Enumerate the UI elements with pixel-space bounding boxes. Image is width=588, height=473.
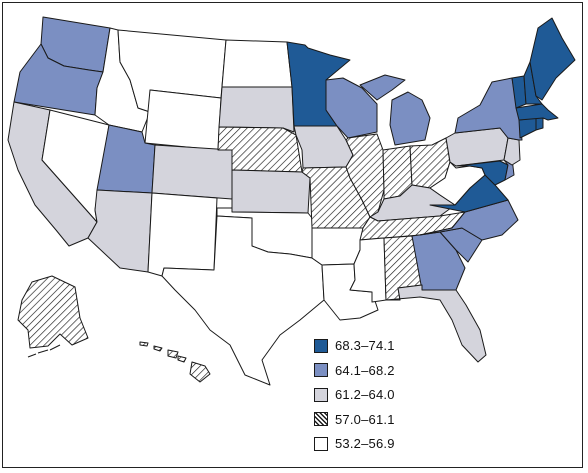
state-maryland [455,160,509,186]
legend-item: 57.0–61.1 [314,409,454,430]
legend-label: 61.2–64.0 [335,387,395,402]
state-kansas [231,169,311,214]
hawaii-small-islands [139,341,163,352]
state-arkansas [311,227,364,266]
state-connecticut [518,117,537,139]
legend-swatch [314,436,328,451]
legend-label: 57.0–61.1 [335,411,395,427]
map-frame [2,2,583,468]
state-florida [385,284,487,363]
legend-label: 68.3–74.1 [335,338,395,353]
state-new-mexico [147,192,218,277]
state-illinois [345,133,385,218]
state-new-hampshire [523,61,543,105]
state-massachusetts [515,103,559,121]
state-south-dakota [218,86,295,133]
state-wyoming [144,89,222,151]
state-alaska [17,275,89,349]
legend-item: 68.3–74.1 [314,335,454,356]
alaska-aleutian-islands [27,344,61,358]
legend-label: 64.1–68.2 [335,362,395,378]
state-texas [161,215,325,386]
state-rhode-island [535,117,544,131]
legend-label: 53.2–56.9 [335,436,395,451]
legend: 68.3–74.1 64.1–68.2 61.2–64.0 57.0–61.1 … [314,335,454,458]
legend-swatch [314,412,328,426]
state-north-dakota [221,39,293,88]
state-michigan [359,74,431,146]
legend-swatch [314,363,328,377]
state-pennsylvania [445,127,509,167]
state-colorado [151,144,233,200]
state-maine [529,17,576,101]
state-hawaii [167,349,211,383]
legend-swatch [314,387,328,402]
legend-swatch [314,338,328,353]
state-wisconsin [325,77,378,139]
legend-item: 53.2–56.9 [314,433,454,454]
state-arizona [87,189,153,273]
legend-item: 61.2–64.0 [314,384,454,405]
legend-item: 64.1–68.2 [314,360,454,381]
